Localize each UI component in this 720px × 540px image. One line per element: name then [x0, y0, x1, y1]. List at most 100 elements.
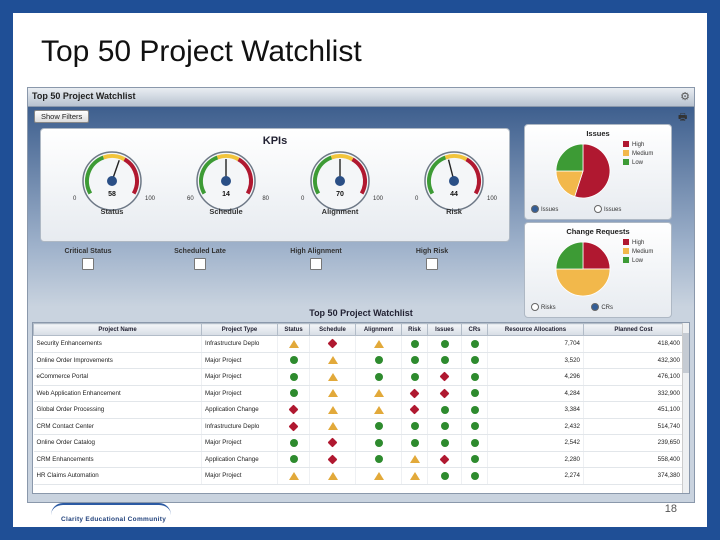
checkbox-high-risk[interactable]: High Risk	[392, 248, 472, 275]
yellow-indicator-icon	[327, 471, 338, 480]
radio-option[interactable]: Issues	[594, 205, 621, 213]
app-title-bar: Top 50 Project Watchlist ⚙	[28, 88, 694, 107]
issues-cell	[427, 352, 462, 369]
column-header[interactable]: Alignment	[355, 323, 402, 336]
column-header[interactable]: Planned Cost	[583, 323, 684, 336]
yellow-indicator-icon	[327, 389, 338, 398]
project-name-cell[interactable]: Web Application Enhancement	[33, 385, 202, 402]
project-name-cell[interactable]: Global Order Processing	[33, 401, 202, 419]
column-header[interactable]: Project Name	[33, 323, 202, 336]
legend-item-high: High	[623, 141, 653, 150]
column-header[interactable]: Schedule	[309, 323, 356, 336]
issues-radio-row: Issues Issues	[531, 205, 671, 213]
risk-cell	[401, 434, 428, 452]
gauge-max: 100	[486, 196, 497, 202]
table-row[interactable]: CRM Contact Center Infrastructure Deplo 2,…	[33, 418, 684, 435]
radio-option[interactable]: CRs	[591, 303, 613, 311]
table-row[interactable]: Global Order Processing Application Chang…	[33, 401, 684, 419]
yellow-indicator-icon	[373, 405, 384, 414]
print-icon[interactable]: 🖶	[678, 112, 688, 123]
table-row[interactable]: HR Claims Automation Major Project 2,274 37…	[33, 467, 684, 485]
project-name-cell[interactable]: Online Order Improvements	[33, 352, 202, 369]
project-name-cell[interactable]: CRM Enhancements	[33, 451, 202, 468]
resource-allocation-cell: 4,296	[487, 368, 584, 386]
green-indicator-icon	[470, 422, 479, 431]
radio-option[interactable]: Issues	[531, 205, 558, 213]
gauge-dial	[196, 151, 256, 211]
project-type-cell: Major Project	[201, 467, 278, 485]
red-indicator-icon	[288, 404, 299, 415]
radio-button[interactable]	[531, 303, 539, 311]
logo-text: Clarity Educational Community	[61, 516, 167, 523]
project-name-cell[interactable]: HR Claims Automation	[33, 467, 202, 485]
table-row[interactable]: CRM Enhancements Application Change 2,280 5…	[33, 451, 684, 468]
table-row[interactable]: eCommerce Portal Major Project 4,296 476,10…	[33, 368, 684, 386]
yellow-indicator-icon	[373, 471, 384, 480]
column-header[interactable]: Project Type	[201, 323, 278, 336]
project-name-cell[interactable]: Online Order Catalog	[33, 434, 202, 452]
column-header[interactable]: Issues	[427, 323, 462, 336]
issues-cell	[427, 467, 462, 485]
risk-cell	[401, 368, 428, 386]
issues-cell	[427, 418, 462, 435]
crs-cell	[461, 434, 488, 452]
pie-slice-low	[555, 241, 584, 270]
green-indicator-icon	[440, 356, 449, 365]
planned-cost-cell: 476,100	[583, 368, 684, 386]
project-name-cell[interactable]: Security Enhancements	[33, 335, 202, 353]
scrollbar-thumb[interactable]	[683, 333, 689, 373]
column-header[interactable]: Resource Allocations	[487, 323, 584, 336]
grid-scrollbar[interactable]	[682, 323, 689, 493]
checkbox[interactable]	[426, 258, 438, 270]
schedule-cell	[309, 467, 356, 485]
schedule-cell	[309, 434, 356, 452]
yellow-indicator-icon	[409, 455, 420, 464]
gauge-value: 58	[108, 191, 116, 198]
red-indicator-icon	[409, 404, 420, 415]
red-indicator-icon	[327, 454, 338, 465]
green-indicator-icon	[470, 356, 479, 365]
checkbox[interactable]	[310, 258, 322, 270]
gauge-alignment: 70 0 100 Alignment	[295, 151, 385, 237]
checkbox-high-alignment[interactable]: High Alignment	[276, 248, 356, 275]
green-indicator-icon	[289, 438, 298, 447]
column-header[interactable]: CRs	[461, 323, 488, 336]
issues-cell	[427, 368, 462, 386]
radio-button[interactable]	[531, 205, 539, 213]
gauge-max: 100	[372, 196, 383, 202]
issues-cell	[427, 434, 462, 452]
issues-pie-chart	[555, 143, 611, 199]
red-indicator-icon	[439, 388, 450, 399]
gear-icon[interactable]: ⚙	[680, 91, 690, 103]
project-name-cell[interactable]: CRM Contact Center	[33, 418, 202, 435]
gauge-max: 80	[262, 196, 269, 202]
table-row[interactable]: Security Enhancements Infrastructure Depl…	[33, 335, 684, 353]
radio-option[interactable]: Risks	[531, 303, 556, 311]
table-row[interactable]: Online Order Improvements Major Project 3,…	[33, 352, 684, 369]
checkbox-critical-status[interactable]: Critical Status	[48, 248, 128, 275]
crs-cell	[461, 401, 488, 419]
status-cell	[277, 385, 310, 402]
red-indicator-icon	[409, 388, 420, 399]
red-indicator-icon	[288, 421, 299, 432]
radio-button[interactable]	[594, 205, 603, 213]
risk-cell	[401, 352, 428, 369]
table-row[interactable]: Web Application Enhancement Major Project…	[33, 385, 684, 402]
project-type-cell: Major Project	[201, 385, 278, 402]
radio-button[interactable]	[591, 303, 600, 311]
risk-cell	[401, 451, 428, 468]
column-header[interactable]: Risk	[401, 323, 428, 336]
column-header[interactable]: Status	[277, 323, 310, 336]
green-indicator-icon	[374, 356, 383, 365]
status-cell	[277, 401, 310, 419]
checkbox[interactable]	[194, 258, 206, 270]
checkbox-scheduled-late[interactable]: Scheduled Late	[160, 248, 240, 275]
schedule-cell	[309, 352, 356, 369]
alignment-cell	[355, 401, 402, 419]
checkbox[interactable]	[82, 258, 94, 270]
issues-cell	[427, 335, 462, 353]
show-filters-button[interactable]: Show Filters	[34, 110, 90, 123]
table-row[interactable]: Online Order Catalog Major Project 2,542 23…	[33, 434, 684, 452]
project-name-cell[interactable]: eCommerce Portal	[33, 368, 202, 386]
resource-allocation-cell: 3,520	[487, 352, 584, 369]
